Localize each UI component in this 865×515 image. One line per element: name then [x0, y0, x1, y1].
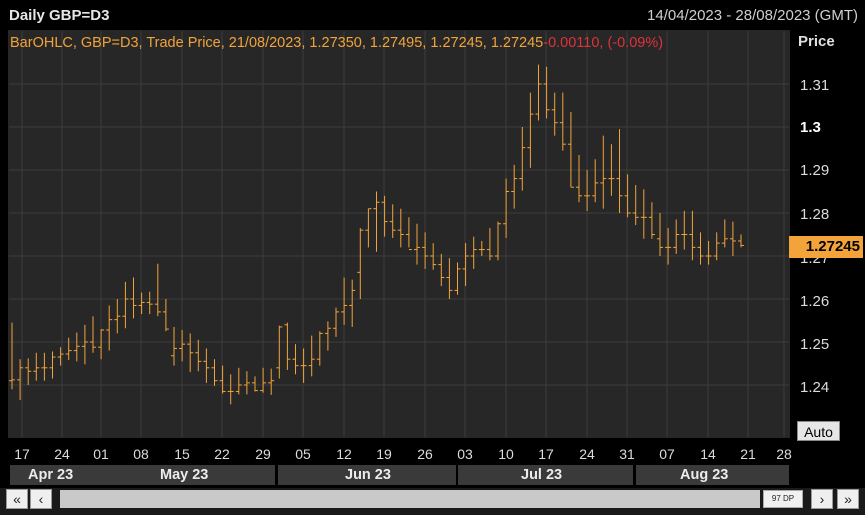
price-tick-label: 1.29 — [800, 162, 830, 179]
price-axis-title: Price — [798, 33, 835, 50]
double-chevron-right-icon[interactable]: » — [837, 489, 859, 509]
window-title: Daily GBP=D3 — [9, 7, 110, 24]
price-tick-label: 1.28 — [800, 206, 830, 223]
last-price-badge: 1.27245 — [789, 236, 863, 258]
price-tick-label: 1.3 — [800, 119, 821, 136]
month-label[interactable]: Apr 23 — [10, 465, 122, 485]
date-tick-label: 12 — [336, 446, 352, 462]
date-tick-label: 07 — [659, 446, 675, 462]
price-tick-label: 1.24 — [800, 379, 830, 396]
month-label[interactable]: Jun 23 — [278, 465, 456, 485]
date-tick-label: 14 — [700, 446, 716, 462]
date-tick-label: 28 — [776, 446, 792, 462]
date-tick-label: 10 — [498, 446, 514, 462]
scroll-thumb[interactable]: 97 DP — [763, 490, 803, 508]
double-chevron-left-icon[interactable]: « — [6, 489, 28, 509]
date-tick-label: 19 — [376, 446, 392, 462]
date-tick-label: 29 — [255, 446, 271, 462]
date-range: 14/04/2023 - 28/08/2023 (GMT) — [647, 7, 858, 24]
legend-change: -0.00110, (-0.09%) — [543, 35, 664, 51]
price-axis-panel[interactable]: Price — [790, 30, 865, 438]
month-label[interactable]: Aug 23 — [636, 465, 789, 485]
chevron-left-icon[interactable]: ‹ — [30, 489, 52, 509]
month-label[interactable]: May 23 — [115, 465, 275, 485]
date-tick-label: 22 — [214, 446, 230, 462]
price-tick-label: 1.25 — [800, 336, 830, 353]
date-tick-label: 17 — [14, 446, 30, 462]
date-tick-label: 15 — [174, 446, 190, 462]
chart-legend: BarOHLC, GBP=D3, Trade Price, 21/08/2023… — [10, 35, 663, 51]
scroll-track[interactable] — [60, 490, 760, 508]
auto-scale-button[interactable]: Auto — [797, 421, 840, 441]
title-bar: Daily GBP=D3 14/04/2023 - 28/08/2023 (GM… — [0, 0, 865, 30]
price-tick-label: 1.31 — [800, 77, 830, 94]
date-tick-label: 01 — [93, 446, 109, 462]
ohlc-chart — [9, 31, 789, 437]
date-axis — [8, 438, 790, 463]
date-tick-label: 24 — [579, 446, 595, 462]
date-tick-label: 26 — [417, 446, 433, 462]
date-tick-label: 17 — [538, 446, 554, 462]
date-tick-label: 08 — [133, 446, 149, 462]
date-tick-label: 03 — [457, 446, 473, 462]
date-tick-label: 24 — [54, 446, 70, 462]
price-tick-label: 1.26 — [800, 293, 830, 310]
date-tick-label: 31 — [619, 446, 635, 462]
month-label[interactable]: Jul 23 — [458, 465, 633, 485]
legend-values: BarOHLC, GBP=D3, Trade Price, 21/08/2023… — [10, 35, 544, 51]
chevron-right-icon[interactable]: › — [811, 489, 833, 509]
date-tick-label: 05 — [295, 446, 311, 462]
date-tick-label: 21 — [740, 446, 756, 462]
